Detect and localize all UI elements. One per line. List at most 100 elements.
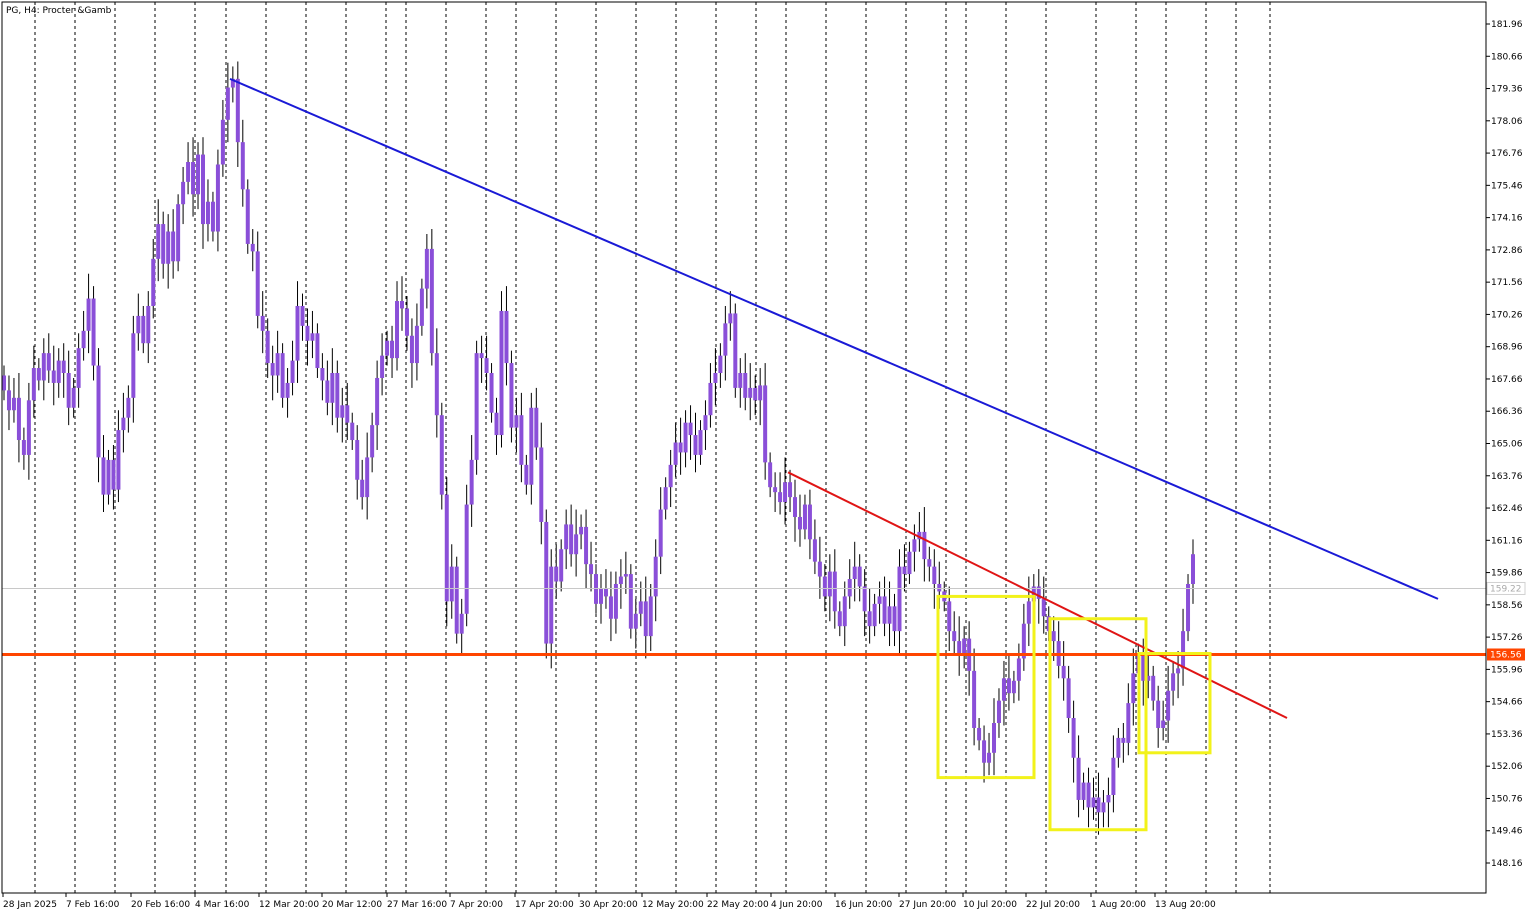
candle-body (360, 479, 365, 498)
candle-body (126, 397, 131, 418)
candle-body (1041, 598, 1046, 617)
candle-body (937, 583, 942, 592)
candle-body (26, 400, 31, 455)
candle-body (454, 566, 459, 634)
candle-body (1026, 601, 1031, 624)
candle-body (1126, 703, 1131, 743)
candle-body (1151, 675, 1156, 701)
candle-body (982, 740, 987, 763)
candle-body (708, 382, 713, 416)
candle-body (698, 430, 703, 455)
candle-body (812, 539, 817, 562)
candle-body (758, 385, 763, 401)
candle-body (793, 497, 798, 517)
candle-body (414, 325, 419, 364)
y-tick-label: 165.06 (1491, 440, 1523, 450)
candle-body (290, 360, 295, 383)
x-tick-label: 20 Mar 12:00 (322, 900, 382, 910)
candle-body (315, 333, 320, 369)
candle-body (146, 305, 151, 344)
candle-body (996, 700, 1001, 724)
candle-body (265, 330, 270, 364)
candle-body (1036, 586, 1041, 599)
candle-body (867, 611, 872, 627)
candle-body (429, 248, 434, 354)
y-tick-label: 167.66 (1491, 375, 1523, 385)
candle-body (618, 576, 623, 584)
time-axis[interactable]: 28 Jan 2025 7 Feb 16:00 20 Feb 16:00 4 Mar … (2, 893, 1216, 910)
candle-body (638, 601, 643, 614)
candle-body (404, 308, 409, 336)
y-tick-label: 152.06 (1491, 762, 1523, 772)
candle-body (738, 373, 743, 388)
candle-body (494, 412, 499, 436)
candle-body (1146, 675, 1151, 681)
candle-body (1096, 797, 1101, 813)
candle-body (957, 641, 962, 654)
price-axis[interactable]: 181.96 180.66 179.36 178.06 176.76 175.46 174.… (1486, 20, 1526, 869)
candle-body (539, 447, 544, 522)
candle-body (181, 181, 186, 205)
y-tick-label: 148.16 (1491, 859, 1523, 869)
candle-body (21, 440, 26, 455)
candle-body (176, 204, 181, 262)
candle-body (71, 387, 76, 408)
highlight-box[interactable] (936, 594, 1036, 780)
y-tick-label: 158.56 (1491, 601, 1523, 611)
candle-body (972, 670, 977, 728)
candle-body (141, 315, 146, 344)
y-tick-label: 153.36 (1491, 730, 1523, 740)
support-price-label: 156.56 (1490, 650, 1522, 660)
candle-body (668, 464, 673, 488)
x-tick-label: 20 Feb 16:00 (131, 900, 190, 910)
candle-body (444, 494, 449, 602)
candle-body (892, 606, 897, 632)
candle-body (718, 355, 723, 374)
highlight-box[interactable] (1137, 651, 1212, 755)
candle-body (46, 353, 51, 371)
candle-body (574, 534, 579, 555)
candle-body (1171, 673, 1176, 691)
candle-body (788, 482, 793, 498)
candle-body (504, 310, 509, 364)
candle-body (330, 373, 335, 403)
candle-body (295, 305, 300, 361)
trendline-lower-red[interactable] (787, 471, 1288, 719)
candle-body (529, 407, 534, 485)
candle-body (633, 613, 638, 629)
candle-body (947, 601, 952, 632)
candle-body (723, 323, 728, 356)
candle-body (469, 459, 474, 505)
candle-body (245, 189, 250, 244)
candle-body (191, 162, 196, 195)
highlight-box[interactable] (1048, 617, 1148, 832)
candle-body (101, 457, 106, 495)
candle-body (559, 549, 564, 582)
candle-body (922, 531, 927, 560)
candle-body (783, 482, 788, 503)
candle-body (1011, 680, 1016, 694)
candle-body (877, 596, 882, 604)
trendline-upper-blue[interactable] (229, 77, 1439, 600)
x-tick-label: 16 Jun 20:00 (835, 900, 892, 910)
candle-body (1016, 658, 1021, 681)
y-tick-label: 163.76 (1491, 472, 1523, 482)
support-price-label-bg (1487, 648, 1525, 661)
candle-body (1141, 655, 1146, 681)
candle-body (837, 611, 842, 627)
candle-body (136, 315, 141, 334)
candle-body (623, 574, 628, 577)
candle-body (499, 310, 504, 436)
plot-frame (1, 1, 1487, 894)
candle-body (434, 353, 439, 416)
candle-body (1101, 802, 1106, 813)
candle-body (992, 723, 997, 753)
candle-body (603, 588, 608, 597)
y-tick-label: 166.36 (1491, 407, 1523, 417)
candle-body (549, 566, 554, 644)
candle-body (156, 224, 161, 259)
candle-body (907, 551, 912, 575)
candle-body (235, 78, 240, 143)
candle-body (768, 462, 773, 488)
